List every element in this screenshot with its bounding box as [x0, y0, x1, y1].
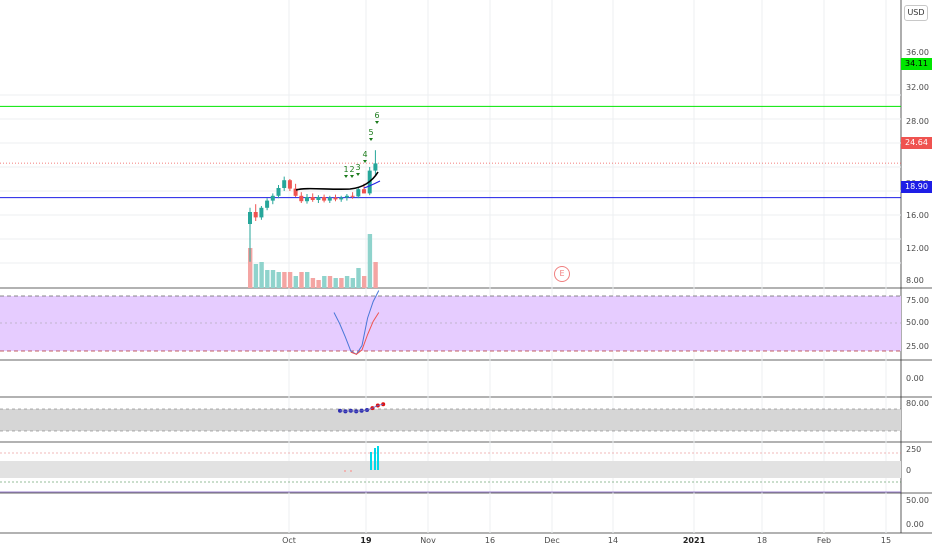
candle-body	[333, 197, 338, 200]
candle-body	[344, 195, 349, 198]
time-axis-label: Oct	[282, 536, 296, 545]
td-count-label: 2	[349, 165, 355, 174]
volume-bar	[327, 276, 333, 288]
volume-bar	[310, 278, 316, 288]
candle-body	[253, 212, 258, 218]
td-arrow-icon	[350, 175, 354, 178]
candle-body	[373, 163, 378, 171]
currency-button[interactable]: USD	[904, 5, 928, 21]
earnings-marker[interactable]: E	[554, 266, 570, 282]
rsi-axis-label: 25.00	[906, 342, 929, 351]
volume-bar	[373, 262, 378, 288]
volume-bar	[248, 248, 253, 288]
td-arrow-icon	[344, 175, 348, 178]
price-axis-label: 8.00	[906, 276, 924, 285]
price-axis-label: 16.00	[906, 211, 929, 220]
volume-bar	[282, 272, 287, 288]
volume-bar	[287, 272, 293, 288]
candle-body	[248, 212, 252, 224]
price-axis-label: 28.00	[906, 117, 929, 126]
volume-bar	[316, 280, 321, 288]
candle-body	[276, 188, 281, 196]
price-axis-label: 36.00	[906, 48, 929, 57]
time-axis-label: 2021	[682, 536, 706, 545]
rsi-axis-label: 50.00	[906, 318, 929, 327]
volume-bar	[276, 272, 281, 288]
td-arrow-icon	[356, 173, 360, 176]
pane5-axis-label: 250	[906, 445, 922, 454]
time-axis-label: 18	[756, 536, 768, 545]
candle-body	[265, 200, 270, 208]
volume-bar	[350, 278, 355, 288]
rsi-band	[0, 296, 901, 351]
oscillator-line	[339, 403, 384, 412]
candle-body	[310, 197, 315, 200]
pane6-axis-label: 0.00	[906, 520, 924, 529]
pane5-axis-label: 0	[906, 466, 912, 475]
volume-bar	[322, 276, 327, 288]
candle-body	[299, 195, 304, 202]
td-count-label: 3	[355, 163, 361, 172]
candle-body	[362, 189, 366, 194]
volume-bar	[259, 262, 264, 288]
pane4-axis-label: 80.00	[906, 399, 929, 408]
td-arrow-icon	[363, 160, 367, 163]
candle-body	[287, 180, 292, 189]
time-axis-label: 19	[360, 536, 372, 545]
time-axis-label: 15	[880, 536, 892, 545]
oscillator-band	[0, 409, 901, 431]
volume-bar	[333, 278, 338, 288]
time-axis-label: 16	[484, 536, 496, 545]
volume-bar	[339, 278, 344, 288]
time-axis-label: 14	[607, 536, 619, 545]
candle-body	[259, 207, 264, 218]
time-axis-label: Nov	[420, 536, 436, 545]
volume-bar	[362, 276, 367, 288]
td-count-label: 5	[368, 128, 374, 137]
td-arrow-icon	[375, 121, 379, 124]
td-count-label: 1	[343, 165, 349, 174]
candle-body	[293, 188, 298, 196]
pane6-axis-label: 50.00	[906, 496, 929, 505]
price-tag: 18.90	[901, 181, 932, 193]
histogram-band	[0, 461, 901, 478]
candle-body	[270, 195, 275, 201]
rsi-signal-line	[350, 312, 380, 355]
volume-bar	[299, 272, 304, 288]
candle-body	[339, 197, 344, 200]
price-tag: 34.11	[901, 58, 932, 70]
td-count-label: 6	[374, 111, 380, 120]
candle-body	[356, 189, 361, 197]
price-axis-label: 12.00	[906, 244, 929, 253]
volume-bar	[253, 264, 259, 288]
moving-average-line	[295, 171, 379, 191]
volume-bar	[305, 272, 310, 288]
volume-bar	[356, 268, 361, 288]
volume-bar	[367, 234, 373, 288]
candle-body	[305, 197, 309, 202]
candle-body	[350, 195, 355, 197]
volume-bar	[270, 270, 276, 288]
td-count-label: 4	[362, 150, 368, 159]
time-axis-label: Feb	[816, 536, 832, 545]
volume-bar	[344, 276, 350, 288]
price-axis-label: 32.00	[906, 83, 929, 92]
time-axis-label: Dec	[544, 536, 560, 545]
support-curve	[363, 180, 381, 189]
volume-bar	[293, 276, 298, 288]
td-arrow-icon	[369, 138, 373, 141]
rsi-axis-label: 75.00	[906, 296, 929, 305]
pane3-axis-label: 0.00	[906, 374, 924, 383]
price-tag: 24.64	[901, 137, 932, 149]
candle-body	[322, 197, 327, 201]
volume-bar	[265, 270, 270, 288]
candle-body	[282, 180, 287, 188]
candle-body	[327, 197, 332, 201]
candle-body	[316, 197, 321, 200]
